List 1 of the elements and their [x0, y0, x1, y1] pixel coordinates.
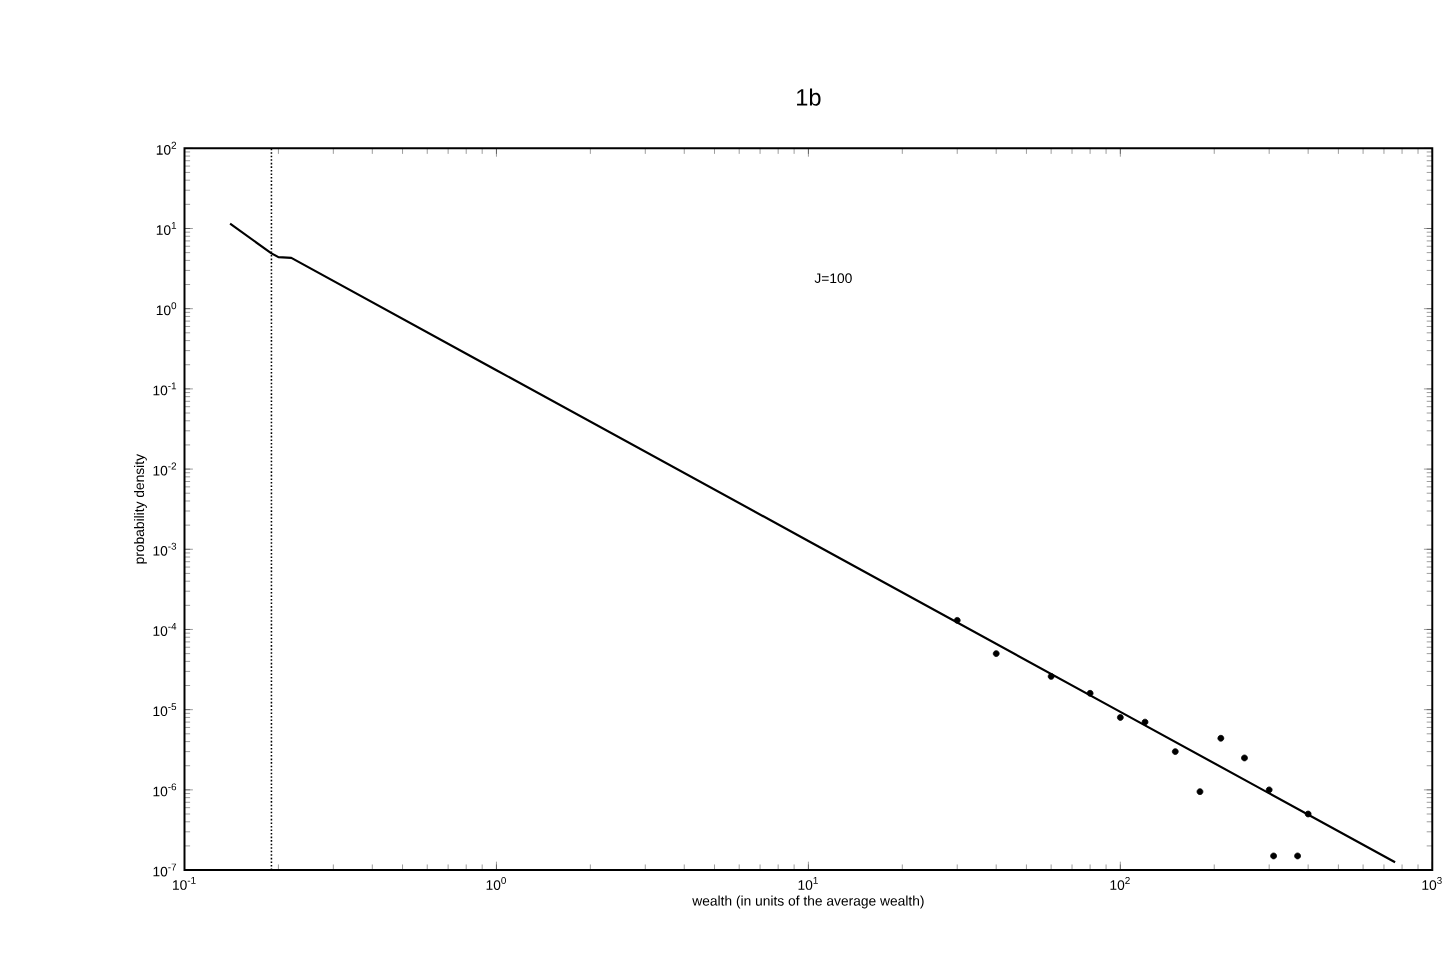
chart-title: 1b [797, 88, 821, 107]
